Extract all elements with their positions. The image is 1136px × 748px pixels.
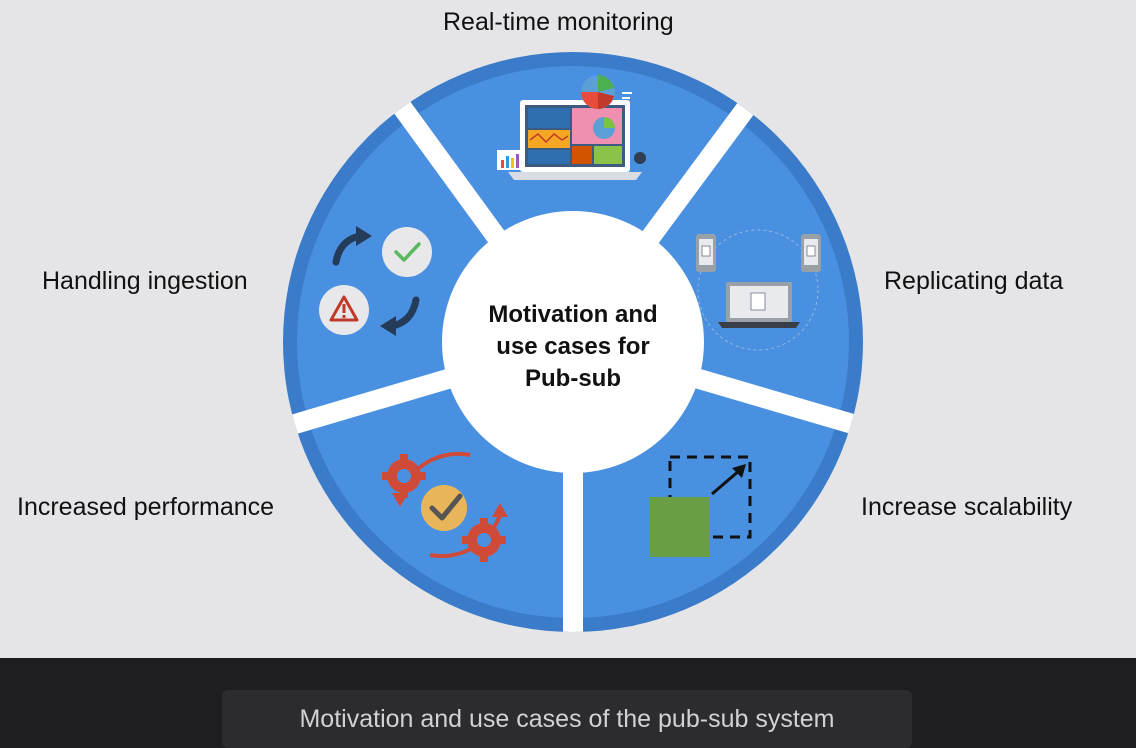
gears-check-icon	[382, 451, 508, 562]
label-increased-performance: Increased performance	[17, 493, 275, 521]
devices-sync-icon	[696, 229, 821, 351]
scale-up-icon	[650, 455, 752, 557]
check-warning-cycle-icon	[319, 226, 432, 336]
caption-text: Motivation and use cases of the pub-sub …	[299, 704, 835, 733]
center-title-line-2: use cases for	[496, 333, 649, 360]
label-handling-ingestion: Handling ingestion	[42, 267, 248, 295]
label-replicating-data: Replicating data	[884, 267, 1064, 295]
label-increase-scalability: Increase scalability	[861, 493, 1073, 521]
center-title-line-1: Motivation and	[488, 301, 657, 328]
pubsub-wheel-diagram: Motivation and use cases for Pub-sub	[283, 52, 863, 632]
dashboard-laptop-icon	[497, 75, 646, 180]
diagram-canvas: Motivation and use cases for Pub-sub Rea…	[0, 0, 1136, 658]
center-circle	[442, 211, 704, 473]
center-title-line-3: Pub-sub	[525, 365, 621, 392]
caption-box: Motivation and use cases of the pub-sub …	[222, 690, 912, 748]
label-real-time-monitoring: Real-time monitoring	[443, 8, 674, 36]
